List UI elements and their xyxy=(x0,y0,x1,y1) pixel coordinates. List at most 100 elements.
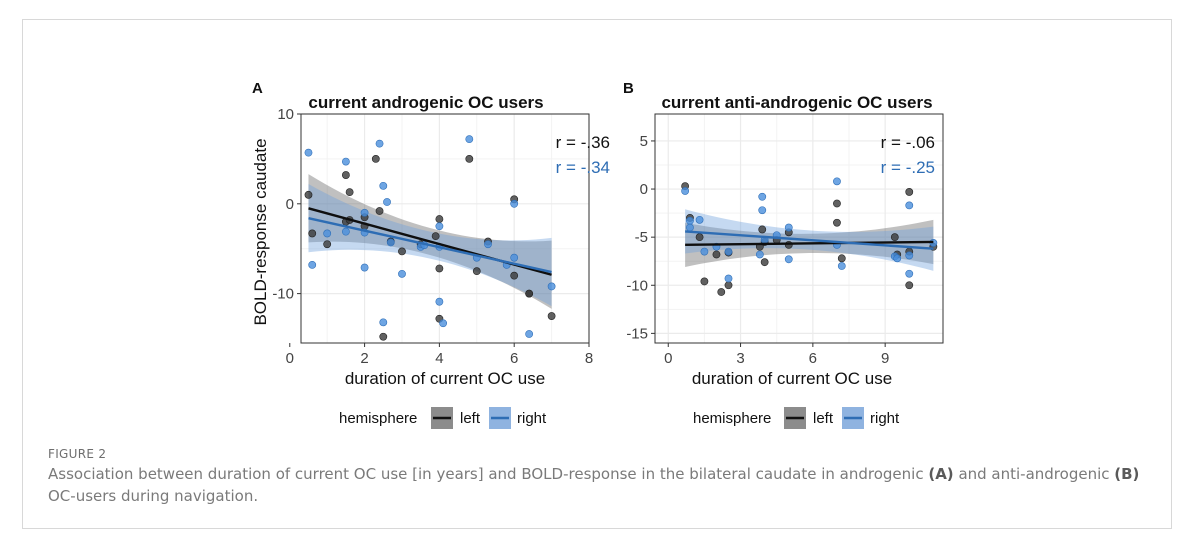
data-point-right xyxy=(435,297,444,306)
data-point-right xyxy=(308,260,317,269)
caption-part-2: and anti-androgenic xyxy=(953,465,1115,483)
data-point-left xyxy=(371,155,380,163)
data-point-left xyxy=(435,215,444,223)
data-point-left xyxy=(379,332,388,341)
data-point-right xyxy=(784,223,793,232)
data-point-right xyxy=(465,135,474,144)
data-point-right xyxy=(905,269,914,278)
fit-line-right xyxy=(685,230,934,250)
data-point-right xyxy=(686,216,694,225)
legend-a-left-label: left xyxy=(460,410,481,427)
legend-a-right-label: right xyxy=(517,410,547,427)
data-point-left xyxy=(435,264,444,273)
data-point-right xyxy=(398,269,406,278)
data-point-left xyxy=(905,281,914,290)
plot-border xyxy=(654,113,944,344)
plot-border xyxy=(300,113,590,344)
panel-b-plot: 0 3 6 9 5 0 -5 -10 -15 r = -.06 r = -.25 xyxy=(626,113,944,367)
y-tick-label: -10 xyxy=(272,286,294,303)
r-annotation-right: r = -.34 xyxy=(556,158,610,177)
caption-ref-a: (A) xyxy=(928,465,954,483)
figure-svg: A current androgenic OC users 0 2 4 6 8 10 0 -1… xyxy=(251,80,944,429)
x-tick-label: 0 xyxy=(664,350,672,367)
legend-b-title: hemisphere xyxy=(693,410,771,427)
data-point-right xyxy=(304,148,313,157)
panel-a-xlabel: duration of current OC use xyxy=(345,369,545,388)
panel-label-b: B xyxy=(623,80,634,97)
data-point-right xyxy=(905,201,914,210)
data-point-right xyxy=(510,199,519,208)
figure-label: FIGURE 2 xyxy=(48,447,107,461)
data-point-right xyxy=(755,250,764,259)
y-tick-label: -15 xyxy=(626,325,648,342)
data-point-left xyxy=(837,254,846,263)
plot-background xyxy=(301,114,589,343)
r-annotation-right: r = -.25 xyxy=(881,158,935,177)
data-point-right xyxy=(547,282,556,291)
data-point-left xyxy=(760,258,769,267)
data-point-right xyxy=(905,251,914,260)
data-point-left xyxy=(375,207,384,215)
data-point-left xyxy=(890,233,899,242)
data-point-right xyxy=(375,139,384,148)
figure-caption: Association between duration of current … xyxy=(48,463,1148,507)
data-point-left xyxy=(510,271,519,280)
plot-background xyxy=(655,114,943,343)
data-point-right xyxy=(784,255,793,264)
data-point-right xyxy=(383,198,391,206)
data-point-right xyxy=(510,253,519,262)
x-tick-label: 9 xyxy=(881,350,889,367)
data-point-left xyxy=(833,218,841,227)
data-point-right xyxy=(379,181,388,190)
data-point-left xyxy=(304,190,313,199)
data-point-left xyxy=(758,225,767,234)
legend-b: hemisphere left right xyxy=(693,407,900,429)
panel-a-title: current androgenic OC users xyxy=(308,93,543,112)
x-tick-label: 3 xyxy=(736,350,744,367)
data-point-left xyxy=(833,199,841,208)
panel-a-ylabel: BOLD-response caudate xyxy=(251,138,270,325)
data-point-right xyxy=(681,187,690,195)
y-tick-label: 0 xyxy=(640,181,648,198)
data-point-right xyxy=(686,223,694,232)
data-point-right xyxy=(837,262,846,270)
data-point-left xyxy=(695,233,704,242)
data-point-left xyxy=(465,155,474,163)
data-point-left xyxy=(717,288,726,296)
panel-a-plot: 0 2 4 6 8 10 0 -10 r = -.36 r = -.34 xyxy=(272,106,610,367)
data-point-right xyxy=(525,330,534,338)
data-point-right xyxy=(341,227,350,236)
panel-b-title: current anti-androgenic OC users xyxy=(661,93,932,112)
data-point-right xyxy=(360,208,369,217)
r-annotation-left: r = -.36 xyxy=(556,133,610,152)
data-point-left xyxy=(345,188,354,197)
data-point-right xyxy=(724,274,733,283)
y-tick-label: 10 xyxy=(277,106,294,123)
data-point-right xyxy=(439,319,448,328)
data-point-right xyxy=(484,240,492,249)
legend-b-right-label: right xyxy=(870,410,900,427)
x-tick-label: 6 xyxy=(510,350,518,367)
fit-line-left xyxy=(685,240,934,247)
data-point-right xyxy=(893,254,902,263)
data-point-left xyxy=(712,250,721,259)
data-point-left xyxy=(398,247,406,256)
data-point-right xyxy=(833,177,841,186)
data-point-left xyxy=(547,312,556,320)
data-point-left xyxy=(700,277,709,286)
data-point-left xyxy=(341,171,350,179)
figure-frame xyxy=(22,19,1172,529)
x-tick-label: 4 xyxy=(435,350,443,367)
data-point-left xyxy=(323,240,332,249)
legend-a: hemisphere left right xyxy=(339,407,547,429)
fit-line-right xyxy=(308,217,552,274)
data-point-left xyxy=(431,232,440,241)
data-point-left xyxy=(472,267,481,276)
data-point-right xyxy=(700,247,709,256)
y-tick-label: 0 xyxy=(286,196,294,213)
y-tick-label: 5 xyxy=(640,133,648,150)
data-point-right xyxy=(695,215,704,224)
legend-a-title: hemisphere xyxy=(339,410,417,427)
x-tick-label: 2 xyxy=(360,350,368,367)
data-point-right xyxy=(386,238,395,247)
